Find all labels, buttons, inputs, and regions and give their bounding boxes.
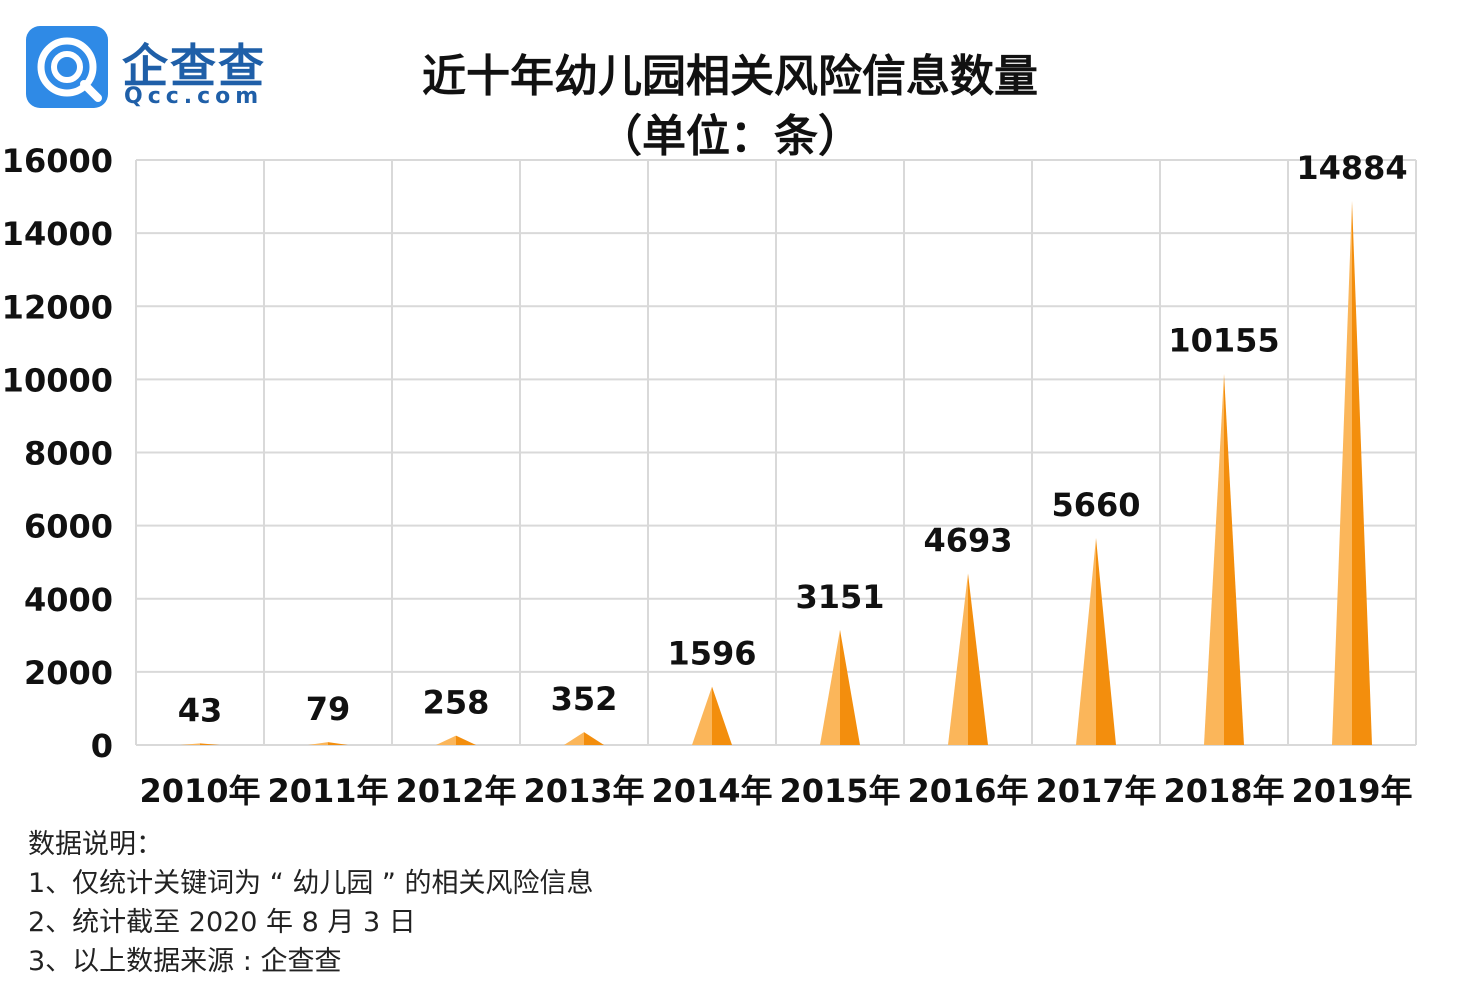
x-tick-label: 2010年: [139, 772, 260, 810]
y-tick-label: 10000: [2, 361, 113, 399]
bar-left-face: [948, 573, 968, 745]
bar: [1096, 538, 1116, 745]
bar-left-face: [1204, 373, 1224, 745]
logo-badge-icon: [26, 26, 108, 108]
y-tick-label: 14000: [2, 215, 113, 253]
bar-left-face: [1076, 538, 1096, 745]
bar-chart: 0 2000 4000 6000 8000 10000 12000 14000 16000 43 2…: [2, 142, 1417, 810]
y-tick-label: 0: [91, 727, 113, 765]
bar-left-face: [308, 742, 328, 745]
x-tick-label: 2015年: [779, 772, 900, 810]
bar: [1352, 200, 1372, 745]
bar: [1224, 373, 1244, 745]
note-item-1: 1、仅统计关键词为 “ 幼儿园 ” 的相关风险信息: [28, 868, 594, 899]
bar: [456, 735, 476, 745]
x-tick-label: 2017年: [1035, 772, 1156, 810]
x-tick-label: 2013年: [523, 772, 644, 810]
bar-left-face: [820, 629, 840, 745]
data-label: 352: [551, 680, 618, 718]
bar-left-face: [692, 686, 712, 745]
logo-domain: Qcc.com: [124, 84, 264, 109]
y-tick-label: 16000: [2, 142, 113, 180]
data-label: 10155: [1168, 322, 1279, 360]
x-tick-label: 2012年: [395, 772, 516, 810]
y-tick-label: 4000: [24, 581, 113, 619]
logo-name: 企查查: [122, 39, 266, 93]
bar: [712, 686, 732, 745]
note-item-3: 3、以上数据来源 : 企查查: [28, 946, 342, 977]
x-tick-label: 2019年: [1291, 772, 1412, 810]
data-notes: 数据说明： 1、仅统计关键词为 “ 幼儿园 ” 的相关风险信息 2、统计截至 2…: [28, 825, 593, 981]
data-label: 4693: [923, 521, 1012, 559]
bar-left-face: [1332, 200, 1352, 745]
data-label: 258: [423, 684, 490, 722]
y-tick-label: 12000: [2, 288, 113, 326]
data-label: 1596: [667, 635, 756, 673]
x-tick-label: 2014年: [651, 772, 772, 810]
bar-left-face: [564, 732, 584, 745]
x-tick-label: 2016年: [907, 772, 1028, 810]
x-tick-label: 2018年: [1163, 772, 1284, 810]
chart-title: 近十年幼儿园相关风险信息数量: [422, 51, 1038, 102]
bar: [200, 743, 220, 745]
y-tick-label: 6000: [24, 508, 113, 546]
y-tick-label: 2000: [24, 654, 113, 692]
note-item-2: 2、统计截至 2020 年 8 月 3 日: [28, 907, 416, 938]
bar-left-face: [180, 743, 200, 745]
x-tick-label: 2011年: [267, 772, 388, 810]
bar: [840, 629, 860, 745]
data-label: 5660: [1051, 486, 1140, 524]
y-tick-label: 8000: [24, 435, 113, 473]
data-label: 79: [306, 690, 351, 728]
bar: [968, 573, 988, 745]
data-label: 14884: [1296, 149, 1407, 187]
brand-logo: 企查查 Qcc.com: [26, 26, 276, 112]
bar: [328, 742, 348, 745]
data-label: 3151: [795, 578, 884, 616]
chart-subtitle: （单位：条）: [598, 111, 862, 162]
data-label: 43: [178, 691, 223, 729]
bar: [584, 732, 604, 745]
bar-left-face: [436, 735, 456, 745]
notes-heading: 数据说明：: [28, 829, 163, 860]
